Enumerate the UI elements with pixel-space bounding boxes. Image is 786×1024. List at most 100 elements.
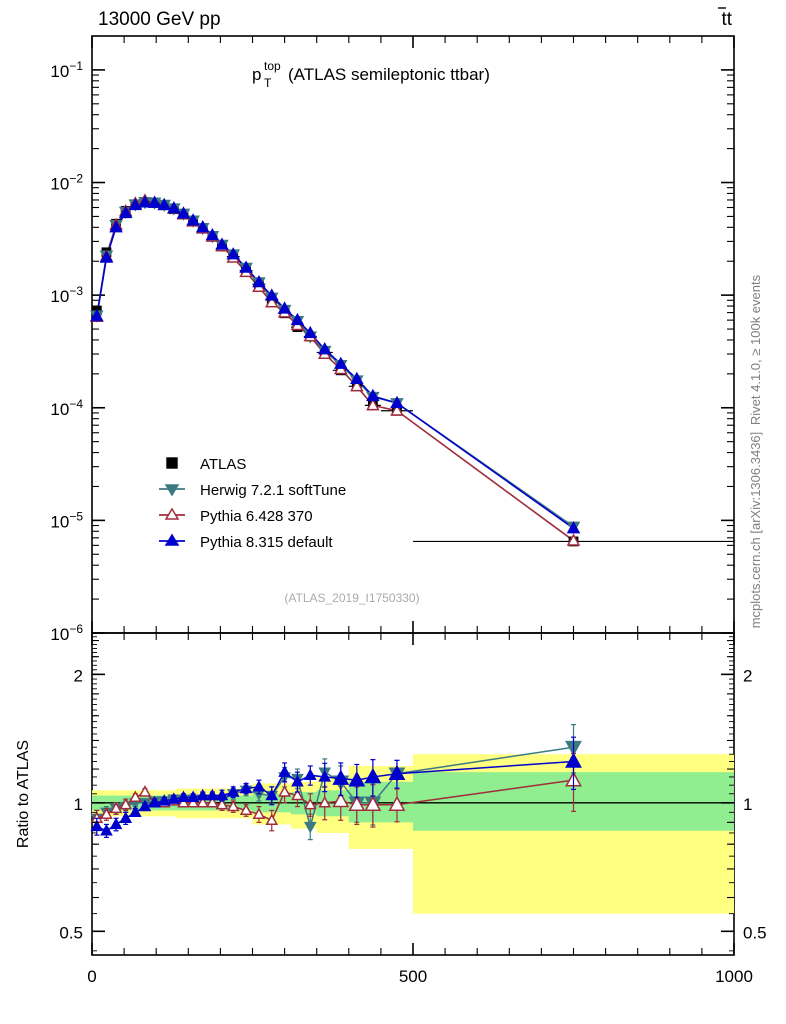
ratio-marker [119, 797, 133, 810]
ratio-marker [239, 803, 253, 816]
ratio-marker [252, 807, 266, 819]
data-marker [157, 197, 171, 211]
legend-marker-triangle-up [164, 507, 180, 520]
x-axis-tick-label: 500 [399, 967, 427, 986]
ratio-marker [167, 792, 181, 804]
series-atlas [92, 201, 734, 543]
legend-marker-square [166, 457, 178, 469]
ratio-marker [332, 791, 350, 808]
legend-marker-triangle-up [164, 533, 180, 546]
ratio-marker [215, 797, 229, 810]
ratio-marker [364, 767, 382, 784]
ratio-marker [215, 788, 229, 801]
title-superscript-top: top [264, 59, 281, 73]
ratio-marker [186, 790, 200, 803]
process-label: tt [718, 7, 733, 30]
ratio-marker [90, 819, 104, 832]
data-marker [566, 521, 581, 534]
ratio-marker [278, 765, 291, 777]
ratio-marker [265, 813, 279, 825]
data-marker [390, 403, 404, 416]
ratio-marker [138, 785, 152, 797]
data-marker [390, 395, 404, 409]
ratio-marker [177, 795, 190, 808]
process-text: tt [721, 9, 732, 30]
ratio-y-tick-label-right: 0.5 [743, 923, 767, 942]
ratio-marker [129, 805, 142, 817]
x-axis-tick-label: 1000 [715, 967, 753, 986]
ratio-marker [100, 823, 113, 836]
y-tick-label: 10−6 [50, 622, 83, 644]
y-tick-label: 10−5 [50, 509, 83, 531]
data-marker [239, 260, 253, 273]
ratio-uncertainty-bands [92, 754, 734, 914]
data-marker [350, 371, 364, 385]
ratio-marker [226, 785, 240, 797]
ratio-y-tick-label-left: 0.5 [59, 923, 83, 942]
ratio-marker [348, 771, 366, 787]
data-marker [186, 213, 200, 226]
data-marker [118, 205, 133, 219]
markers-pythia-8-315-default [90, 195, 581, 534]
ratio-marker [291, 788, 304, 801]
ratio-marker [226, 799, 240, 812]
legend-marker-triangle-down [164, 484, 180, 497]
data-marker [566, 533, 581, 546]
data-marker [99, 250, 114, 263]
data-marker [167, 201, 181, 214]
data-marker [252, 275, 266, 288]
data-marker [128, 197, 143, 211]
data-marker [264, 288, 279, 301]
data-marker [290, 312, 305, 326]
data-marker [303, 325, 318, 339]
ratio-marker [109, 817, 123, 830]
ratio-y-tick-label-right: 2 [743, 666, 752, 685]
ratio-marker [388, 764, 406, 781]
ratio-marker [278, 785, 291, 797]
ratio-panel-y-ticks: 2 2 1 1 0.5 0.5 [59, 632, 767, 952]
ratio-marker [177, 790, 190, 803]
legend: ATLAS Herwig 7.2.1 softTune Pythia 6.428 3… [159, 456, 346, 551]
ratio-marker [291, 774, 304, 787]
y-tick-label: 10−3 [50, 284, 83, 306]
legend-label: Pythia 8.315 default [200, 534, 333, 551]
ratio-marker [100, 807, 113, 819]
data-marker [264, 295, 279, 308]
ratio-marker [157, 794, 171, 806]
analysis-id-watermark: (ATLAS_2019_I1750330) [284, 591, 419, 605]
main-panel-x-ticks [91, 36, 735, 633]
data-marker [277, 301, 292, 314]
ratio-y-axis-label: Ratio to ATLAS [15, 740, 32, 848]
data-marker [317, 342, 332, 355]
ratio-y-tick-label-right: 1 [743, 795, 752, 814]
data-marker [350, 379, 364, 392]
y-tick-label: 10−2 [50, 172, 83, 194]
data-marker [215, 237, 229, 250]
data-marker [90, 308, 104, 322]
data-marker [147, 195, 162, 208]
beam-energy-label: 13000 GeV pp [98, 9, 221, 30]
main-panel-y-ticks: 10−1 10−2 10−3 10−4 10−5 10−6 [50, 35, 734, 644]
data-marker [205, 227, 220, 241]
ratio-marker [109, 801, 123, 814]
ratio-marker [348, 795, 366, 811]
y-tick-label: 10−4 [50, 397, 83, 419]
ratio-marker [196, 795, 210, 808]
data-marker [334, 356, 348, 369]
legend-label: Pythia 6.428 370 [200, 508, 313, 525]
ratio-marker [196, 788, 210, 801]
ratio-y-tick-label-left: 2 [74, 666, 83, 685]
data-marker [176, 206, 191, 219]
side-label-mcplots: mcplots.cern.ch [arXiv:1306.3436] [748, 432, 763, 629]
ratio-panel-x-ticks: 0 500 1000 [87, 633, 753, 986]
series-step [92, 201, 734, 543]
ratio-series-pythia-8-315-default [90, 736, 582, 838]
data-marker [366, 388, 380, 402]
ratio-marker [332, 769, 350, 785]
ratio-y-tick-label-left: 1 [74, 795, 83, 814]
ratio-marker [388, 795, 406, 811]
ratio-marker [206, 795, 219, 808]
